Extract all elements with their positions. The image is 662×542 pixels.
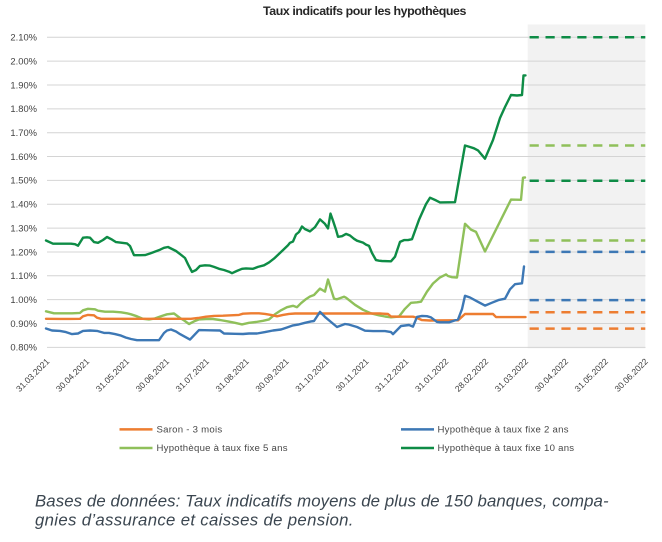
svg-text:Hypothèque à taux fixe 5 ans: Hypothèque à taux fixe 5 ans	[157, 443, 288, 454]
svg-text:Hypothèque à taux fixe 10 ans: Hypothèque à taux fixe 10 ans	[438, 443, 575, 454]
svg-text:0.80%: 0.80%	[10, 342, 37, 353]
svg-text:0.90%: 0.90%	[10, 318, 37, 329]
svg-text:Bases de données: Taux indicat: Bases de données: Taux indicatifs moyens…	[35, 491, 609, 510]
svg-text:Hypothèque à taux fixe 2 ans: Hypothèque à taux fixe 2 ans	[438, 424, 569, 435]
svg-text:Saron - 3 mois: Saron - 3 mois	[157, 424, 223, 435]
svg-text:2.00%: 2.00%	[10, 55, 37, 66]
svg-text:1.20%: 1.20%	[10, 246, 37, 257]
svg-text:1.70%: 1.70%	[10, 127, 37, 138]
svg-text:1.40%: 1.40%	[10, 199, 37, 210]
svg-text:1.60%: 1.60%	[10, 151, 37, 162]
svg-text:1.30%: 1.30%	[10, 222, 37, 233]
svg-text:1.90%: 1.90%	[10, 79, 37, 90]
svg-text:1.50%: 1.50%	[10, 175, 37, 186]
svg-text:1.10%: 1.10%	[10, 270, 37, 281]
svg-text:gnies d’assurance et caisses d: gnies d’assurance et caisses de pension.	[35, 511, 354, 530]
svg-text:2.10%: 2.10%	[10, 32, 37, 43]
svg-text:1.00%: 1.00%	[10, 294, 37, 305]
svg-text:1.80%: 1.80%	[10, 103, 37, 114]
svg-text:Taux indicatifs pour les hypot: Taux indicatifs pour les hypothèques	[263, 4, 466, 18]
